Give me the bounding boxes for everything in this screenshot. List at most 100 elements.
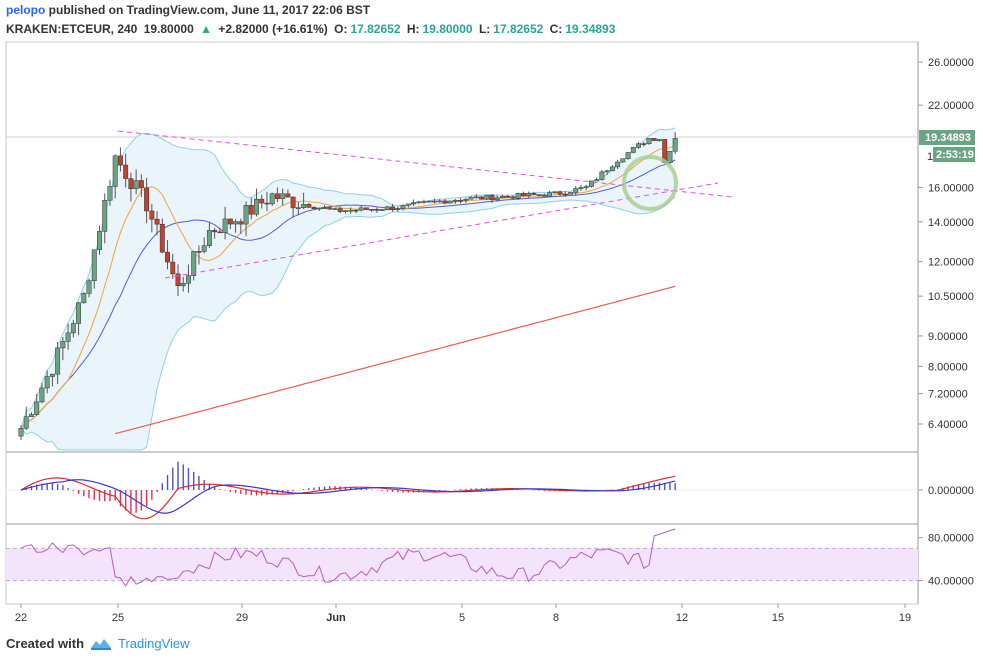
candle-body	[348, 209, 354, 212]
candle-body	[274, 193, 280, 200]
candle-body	[515, 193, 521, 199]
candle-body	[672, 138, 678, 152]
publish-line: pelopo published on TradingView.com, Jun…	[6, 3, 370, 17]
candle-body	[604, 170, 610, 173]
candle-body	[390, 206, 396, 210]
price-tick-label: 9.00000	[928, 331, 968, 343]
candle-body	[117, 155, 123, 166]
time-tick-label: 25	[112, 612, 124, 624]
last-price-badge: 19.34893 1 2:53:19	[919, 130, 975, 163]
candle-body	[91, 249, 97, 281]
price-tick-label: 14.00000	[928, 217, 974, 229]
candle-body	[594, 179, 600, 182]
price-tick-label: 8.00000	[928, 361, 968, 373]
macd-pane	[6, 461, 918, 520]
time-tick-label: 12	[676, 612, 688, 624]
candle-body	[667, 151, 673, 164]
candle-body	[620, 158, 626, 163]
trendlines[interactable]	[117, 130, 733, 279]
candle-body	[311, 207, 317, 209]
time-tick-label: 5	[459, 612, 465, 624]
candle-body	[39, 387, 45, 403]
candle-body	[180, 283, 186, 287]
candle-body	[49, 373, 55, 377]
candle-body	[646, 138, 652, 144]
candle-body	[70, 323, 76, 334]
candle-body	[405, 203, 411, 206]
candle-body	[18, 427, 24, 437]
bar-countdown: 2:53:19	[936, 149, 974, 161]
candle-body	[505, 195, 511, 198]
bollinger-fill	[21, 127, 676, 451]
candle-body	[196, 251, 202, 253]
candle-body	[86, 280, 92, 294]
ma-mid-line	[20, 159, 676, 429]
candle-body	[29, 414, 34, 417]
time-tick-label: 8	[553, 612, 559, 624]
price-tick-label: 16.00000	[928, 182, 974, 194]
candle-body	[191, 251, 197, 276]
time-axis[interactable]: 22 25 29 Jun 5 8 12 15 19	[15, 604, 911, 624]
time-tick-label: 22	[15, 612, 27, 624]
candle-body	[306, 204, 312, 208]
candle-body	[343, 210, 348, 213]
candle-body	[217, 231, 223, 234]
candle-body	[186, 275, 191, 284]
time-tick-label: 15	[772, 612, 784, 624]
candle-body	[123, 164, 129, 179]
candle-body	[285, 193, 291, 198]
low-value: 17.82652	[493, 22, 544, 36]
price-tick-label: 7.20000	[928, 389, 968, 401]
candle-body	[264, 202, 270, 205]
candle-body	[238, 221, 244, 225]
candles	[18, 132, 678, 440]
candle-body	[154, 218, 160, 225]
candle-body	[34, 401, 40, 415]
candle-body	[609, 166, 615, 171]
ma-slow-line	[115, 285, 676, 435]
candle-body	[641, 143, 647, 145]
bollinger-lower	[20, 196, 676, 451]
candle-body	[557, 191, 563, 195]
candle-body	[222, 218, 228, 233]
last-price-tag: 19.34893	[925, 132, 971, 144]
candle-body	[630, 147, 636, 153]
price-tick-label: 10.50000	[928, 291, 974, 303]
candle-body	[578, 187, 584, 189]
candle-body	[295, 207, 301, 209]
candle-body	[301, 204, 307, 208]
price-tick-label: 26.00000	[928, 57, 974, 69]
candle-body	[426, 200, 432, 203]
open-value: 17.82652	[350, 22, 401, 36]
candle-body	[437, 200, 443, 203]
upper-trendline	[117, 130, 733, 198]
candle-body	[442, 200, 448, 204]
price-tick-label: 22.00000	[928, 100, 974, 112]
candle-body	[494, 197, 500, 201]
candle-body	[421, 201, 427, 203]
candle-body	[547, 192, 553, 197]
tradingview-link[interactable]: TradingView	[90, 636, 190, 651]
candle-body	[290, 196, 296, 209]
candle-body	[484, 194, 490, 200]
candle-body	[379, 209, 385, 211]
rsi-tick-label: 40.00000	[928, 576, 974, 588]
candle-body	[107, 186, 113, 201]
breakout-circle	[622, 155, 678, 211]
candle-body	[526, 193, 532, 197]
candle-body	[65, 332, 71, 342]
candle-body	[81, 293, 87, 304]
candle-body	[165, 251, 170, 263]
candle-body	[55, 347, 61, 375]
author-link[interactable]: pelopo	[6, 3, 46, 17]
candle-body	[175, 273, 181, 287]
candle-body	[568, 192, 573, 195]
candle-body	[384, 206, 390, 210]
candle-body	[201, 245, 207, 252]
time-tick-label: 19	[899, 612, 911, 624]
price-axis[interactable]: 26.00000 22.00000 16.00000 14.00000 12.00000…	[918, 57, 974, 588]
lower-trendline	[164, 182, 719, 279]
price-tick-label: 6.40000	[928, 419, 968, 431]
candle-body	[254, 198, 259, 215]
